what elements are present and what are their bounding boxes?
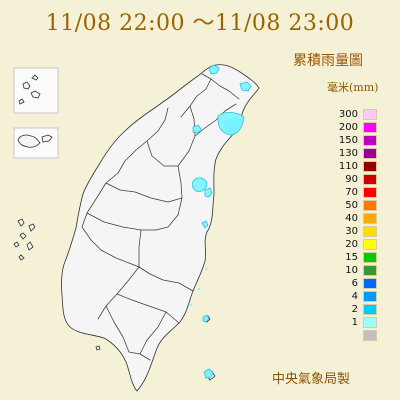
product-title: 累積雨量圖: [293, 53, 363, 69]
legend-row-90: 90: [327, 173, 391, 186]
liuqiu-island: [95, 345, 101, 351]
legend-value-label: 50: [345, 200, 358, 211]
rainfall-legend: 毫米(mm) 300 200 150 130 110 90 70: [327, 82, 391, 354]
legend-value-label: 150: [338, 135, 358, 146]
legend-row-2: 2: [327, 303, 391, 316]
rain-cell-green-island: [202, 314, 210, 323]
legend-row-130: 130: [327, 147, 391, 160]
legend-swatch: [363, 109, 377, 120]
legend-row-70: 70: [327, 186, 391, 199]
rain-cell-orchid-island: [203, 368, 214, 379]
legend-row-300: 300: [327, 108, 391, 121]
legend-value-label: 1: [351, 317, 358, 328]
legend-value-label: 300: [338, 109, 358, 120]
legend-value-label: 10: [345, 265, 358, 276]
legend-swatch: [363, 135, 377, 146]
legend-swatch: [363, 252, 377, 263]
legend-swatch: [363, 226, 377, 237]
legend-value-label: 90: [345, 174, 358, 185]
legend-swatch: [363, 278, 377, 289]
inset-box-matsu: [13, 67, 59, 114]
legend-row-200: 200: [327, 121, 391, 134]
legend-value-label: 4: [351, 291, 358, 302]
rain-cell-taitung-north: [201, 220, 209, 229]
legend-swatch: [363, 122, 377, 133]
rain-speck-coast-2: [198, 288, 200, 290]
map-title: 11/08 22:00 ～11/08 23:00: [45, 11, 355, 36]
matsu-islands: [18, 74, 41, 105]
legend-row-10: 10: [327, 264, 391, 277]
legend-swatch: [363, 304, 377, 315]
legend-unit-label: 毫米(mm): [327, 81, 379, 94]
legend-swatch: [363, 291, 377, 302]
rain-cell-keelung: [208, 64, 220, 75]
legend-value-label: 15: [345, 252, 358, 263]
rain-cell-northeast-coast: [239, 81, 252, 92]
legend-value-label: 30: [345, 226, 358, 237]
legend-row-6: 6: [327, 277, 391, 290]
legend-row-4: 4: [327, 290, 391, 303]
rain-cell-yilan-central: [217, 111, 245, 136]
legend-swatch: [363, 200, 377, 211]
legend-row-zero: [327, 329, 391, 342]
legend-swatch: [363, 161, 377, 172]
rain-cell-hualien-coast: [204, 187, 213, 198]
rain-speck-coast-3: [190, 304, 192, 306]
legend-swatch: [363, 187, 377, 198]
legend-value-label: 2: [351, 304, 358, 315]
legend-swatch: [363, 265, 377, 276]
rain-cell-eastern-ridge: [191, 177, 208, 192]
inset-box-kinmen: [13, 127, 59, 159]
legend-value-label: 110: [338, 161, 358, 172]
legend-swatch: [363, 174, 377, 185]
legend-value-label: 200: [338, 122, 358, 133]
legend-row-110: 110: [327, 160, 391, 173]
kinmen-islands: [17, 134, 53, 148]
legend-row-20: 20: [327, 238, 391, 251]
legend-swatch: [363, 148, 377, 159]
legend-value-label: 6: [351, 278, 358, 289]
legend-row-30: 30: [327, 225, 391, 238]
legend-swatch: [363, 213, 377, 224]
legend-value-label: 70: [345, 187, 358, 198]
legend-row-15: 15: [327, 251, 391, 264]
legend-value-label: 20: [345, 239, 358, 250]
legend-row-50: 50: [327, 199, 391, 212]
legend-row-40: 40: [327, 212, 391, 225]
legend-row-1: 1: [327, 316, 391, 329]
county-boundaries: [81, 73, 240, 361]
penghu-islands: [13, 218, 36, 261]
legend-swatch: [363, 239, 377, 250]
rain-speck-coast-1: [205, 268, 207, 270]
legend-value-label: 130: [338, 148, 358, 159]
legend-value-label: 40: [345, 213, 358, 224]
legend-row-150: 150: [327, 134, 391, 147]
legend-swatch: [363, 317, 377, 328]
rain-cell-yilan-west: [192, 124, 202, 134]
agency-name: 中央氣象局製: [272, 372, 351, 387]
legend-swatch: [363, 330, 377, 341]
